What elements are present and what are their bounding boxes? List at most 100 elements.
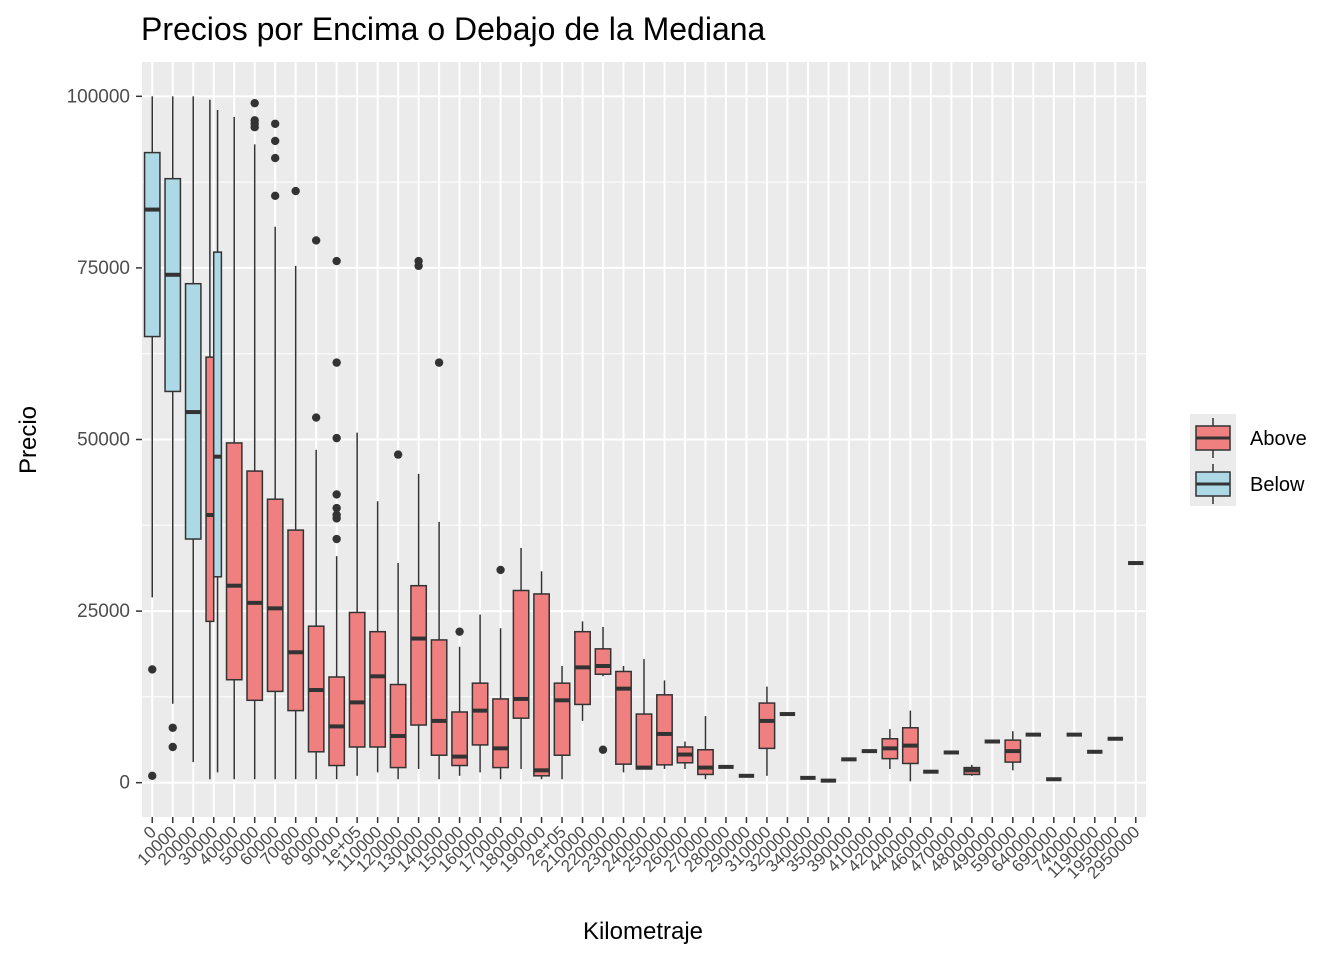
outlier-point (332, 490, 341, 499)
box-above (266, 119, 284, 780)
box-above (901, 710, 919, 782)
outlier-point (311, 236, 321, 245)
box-above (676, 741, 694, 769)
y-tick-label: 25000 (77, 601, 130, 622)
y-axis-title: Precio (15, 406, 42, 474)
box-below (184, 96, 202, 763)
outlier-point (270, 191, 280, 201)
box-above (205, 99, 215, 780)
box-body (212, 251, 223, 578)
box-body (225, 442, 243, 681)
box-body (287, 529, 305, 712)
outlier-point (148, 665, 157, 674)
box-body (533, 593, 550, 777)
box-above (881, 729, 899, 769)
outlier-point (332, 503, 341, 513)
box-body (389, 683, 407, 769)
legend-item-below: Below (1195, 464, 1305, 504)
boxes (143, 96, 1144, 783)
box-body (512, 589, 530, 719)
box-above (615, 666, 632, 773)
outlier-point (168, 742, 177, 752)
box-above (348, 432, 366, 776)
box-above (451, 627, 469, 776)
outlier-point (455, 627, 464, 636)
box-body (471, 682, 489, 746)
box-body (758, 702, 776, 750)
box-body (492, 698, 510, 769)
chart-title: Precios por Encima o Debajo de la Median… (141, 11, 766, 47)
y-tick-label: 100000 (67, 86, 130, 107)
box-above (1004, 731, 1022, 771)
box-above (389, 450, 407, 780)
legend-label: Above (1250, 428, 1307, 450)
box-body (430, 639, 448, 756)
box-body (328, 676, 346, 767)
box-above (533, 571, 550, 780)
box-above (697, 716, 714, 780)
box-above (225, 116, 243, 780)
box-above (512, 547, 530, 769)
box-above (369, 501, 387, 773)
outlier-point (332, 433, 341, 443)
box-body (266, 498, 284, 693)
outlier-point (434, 358, 444, 367)
box-above (492, 565, 510, 780)
box-body (410, 584, 428, 726)
box-above (656, 680, 673, 769)
box-above (594, 626, 612, 754)
box-body (615, 670, 632, 765)
box-above (963, 764, 981, 776)
box-below (212, 110, 223, 773)
outlier-point (496, 565, 505, 575)
y-axis-ticks: 0 25000 50000 75000 100000 (67, 86, 142, 794)
legend-item-above: Above (1195, 418, 1307, 458)
box-above (410, 256, 428, 769)
box-body (656, 694, 673, 766)
x-axis-ticks: 0100002000030000400005000060000700008000… (134, 817, 1144, 883)
box-below (164, 96, 182, 752)
box-above (553, 666, 571, 780)
box-body (348, 611, 366, 748)
outlier-point (270, 119, 280, 128)
outlier-point (250, 98, 259, 108)
y-tick-label: 75000 (77, 258, 130, 279)
outlier-point (414, 261, 423, 271)
outlier-point (332, 256, 341, 266)
outlier-point (332, 534, 341, 544)
outlier-point (311, 413, 321, 422)
box-body (143, 151, 161, 338)
box-body (205, 356, 215, 623)
outlier-point (148, 771, 157, 781)
box-above (758, 686, 776, 776)
outlier-point (332, 514, 341, 523)
box-above (328, 256, 346, 780)
box-above (430, 358, 448, 780)
box-body (451, 711, 469, 767)
box-body (164, 177, 182, 393)
box-body (697, 748, 714, 776)
box-above (246, 98, 264, 780)
box-above (307, 236, 325, 780)
box-body (246, 470, 264, 702)
box-above (471, 614, 489, 773)
legend: Above Below (1190, 414, 1307, 506)
outlier-point (291, 186, 300, 196)
box-above (574, 621, 591, 721)
y-tick-label: 0 (119, 773, 130, 794)
outlier-point (250, 123, 259, 132)
outlier-point (270, 153, 280, 163)
box-above (287, 186, 305, 780)
y-tick-label: 50000 (77, 430, 130, 451)
legend-label: Below (1250, 474, 1305, 496)
outlier-point (168, 723, 177, 732)
x-axis-title: Kilometraje (583, 918, 703, 945)
box-below (143, 96, 161, 781)
outlier-point (270, 136, 280, 146)
box-body (635, 713, 653, 770)
outlier-point (393, 450, 403, 459)
box-body (369, 630, 387, 748)
outlier-point (332, 358, 341, 367)
box-body (553, 682, 571, 756)
